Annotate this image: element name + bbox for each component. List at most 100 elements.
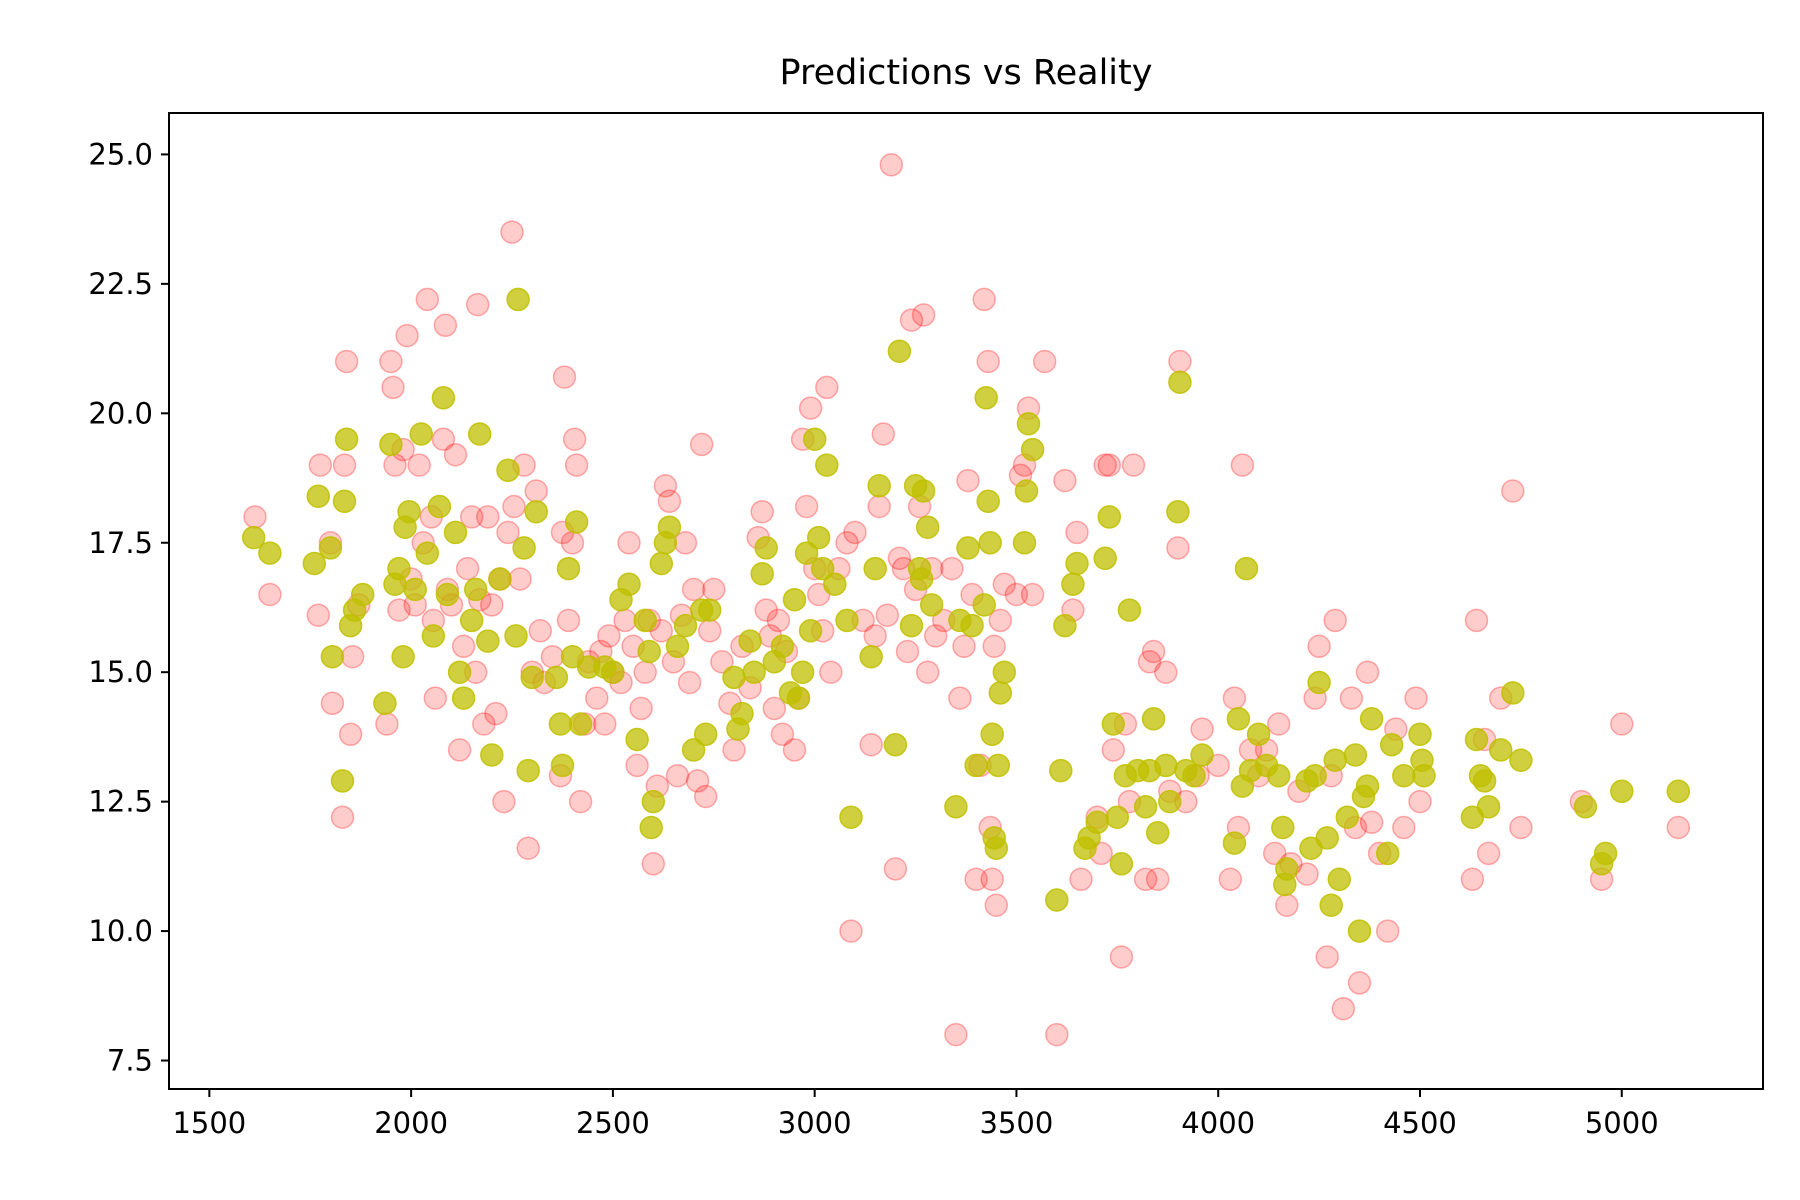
series-1-point xyxy=(798,396,823,420)
series-1-point xyxy=(1230,453,1255,477)
series-1-point xyxy=(1315,945,1339,969)
series-1-point xyxy=(1359,810,1384,835)
series-1-point xyxy=(1032,349,1057,374)
series-1-point xyxy=(306,603,331,627)
series-1-point xyxy=(976,349,1000,374)
series-1-point xyxy=(1069,867,1093,892)
series-2-point xyxy=(1065,551,1089,576)
x-tick-label: 4500 xyxy=(1383,1106,1457,1140)
series-2-point xyxy=(1158,789,1182,814)
series-1-point xyxy=(992,572,1017,596)
series-1-point xyxy=(1408,789,1432,814)
series-2-point xyxy=(722,665,746,690)
series-2-point xyxy=(964,753,988,778)
series-2-point xyxy=(1105,805,1130,829)
series-2-point xyxy=(1053,613,1077,638)
series-2-point xyxy=(1501,681,1525,705)
series-1-point xyxy=(1355,660,1380,684)
series-1-point xyxy=(770,722,795,747)
series-2-point xyxy=(1045,888,1069,912)
series-1-point xyxy=(843,520,867,545)
series-2-point xyxy=(506,287,530,312)
series-1-point xyxy=(1347,971,1372,995)
series-1-point xyxy=(1045,1022,1069,1047)
series-1-point xyxy=(899,308,924,332)
series-2-point xyxy=(403,577,427,602)
series-2-point xyxy=(883,732,908,757)
series-2-point xyxy=(391,644,415,669)
series-1-point xyxy=(433,313,458,338)
series-2-point xyxy=(972,593,996,617)
series-1-point xyxy=(1020,582,1045,607)
series-1-point xyxy=(665,763,690,788)
x-tick-label: 2000 xyxy=(374,1106,448,1140)
series-2-point xyxy=(1343,743,1368,767)
series-1-point xyxy=(1476,841,1501,866)
y-tick-label: 20.0 xyxy=(88,396,153,430)
series-1-point xyxy=(923,624,948,648)
series-1-point xyxy=(496,520,520,545)
y-tick-label: 25.0 xyxy=(88,137,153,171)
series-1-point xyxy=(556,608,581,633)
series-1-point xyxy=(476,505,500,529)
series-2-point xyxy=(863,556,887,581)
series-1-point xyxy=(1166,536,1190,560)
series-1-point xyxy=(1093,453,1117,477)
y-tick-label: 12.5 xyxy=(88,785,153,819)
series-1 xyxy=(243,153,1691,1047)
series-2-point xyxy=(332,489,357,514)
series-2-point xyxy=(504,624,528,648)
series-1-point xyxy=(597,624,621,648)
series-1-point xyxy=(455,556,480,581)
y-tick-label: 10.0 xyxy=(88,914,153,948)
series-1-point xyxy=(1375,919,1400,943)
series-1-point xyxy=(1065,520,1089,545)
series-2-point xyxy=(806,525,831,550)
series-2-point xyxy=(556,556,581,581)
series-2-point xyxy=(379,432,403,457)
series-1-point xyxy=(1168,349,1192,374)
series-2-point xyxy=(657,515,682,539)
series-1-point xyxy=(552,365,577,389)
series-2-point xyxy=(350,582,375,607)
series-2-point xyxy=(802,427,827,451)
series-2-point xyxy=(974,386,998,410)
series-1-point xyxy=(835,531,859,555)
x-tick-label: 3000 xyxy=(778,1106,852,1140)
series-1-point xyxy=(423,686,448,710)
series-1-point xyxy=(1323,608,1347,633)
series-2-point xyxy=(1117,598,1142,622)
series-1-point xyxy=(988,608,1013,633)
series-2-point xyxy=(978,531,1002,555)
series-1-point xyxy=(1464,608,1489,633)
series-1-point xyxy=(1097,453,1122,477)
series-2-point xyxy=(665,634,690,659)
series-2-point xyxy=(397,499,421,524)
series-2-point xyxy=(786,686,811,710)
series-2-point xyxy=(447,660,472,684)
series-1-point xyxy=(480,593,504,617)
series-2-point xyxy=(810,556,835,581)
series-1-point xyxy=(1004,582,1029,607)
series-1-point xyxy=(750,499,774,524)
y-tick-label: 7.5 xyxy=(107,1044,153,1078)
series-1-point xyxy=(693,784,718,809)
series-1-point xyxy=(895,639,920,664)
series-1-point xyxy=(585,686,609,710)
series-2-point xyxy=(693,722,718,747)
series-1-point xyxy=(528,619,553,643)
series-2-point xyxy=(306,484,331,508)
series-1-point xyxy=(308,453,333,477)
points-layer xyxy=(241,153,1691,1047)
series-2-point xyxy=(909,567,934,591)
series-1-point xyxy=(887,546,912,571)
series-2-point xyxy=(568,712,593,736)
series-1-point xyxy=(502,494,526,519)
series-1-point xyxy=(540,644,565,669)
series-1-point xyxy=(710,650,734,674)
series-2-point xyxy=(754,536,778,560)
series-2-point xyxy=(1593,841,1618,866)
series-2-point xyxy=(302,551,327,576)
series-2-point xyxy=(1014,479,1039,503)
